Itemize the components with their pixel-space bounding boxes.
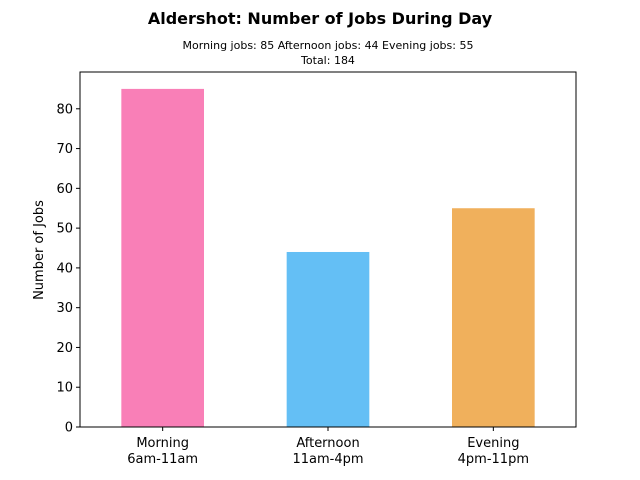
y-tick-label-70: 70 [56,142,73,157]
bar-1 [286,251,370,427]
x-tick-label-1-1: 11am-4pm [292,452,363,467]
x-tick-label-0-1: 6am-11am [127,452,198,467]
y-tick-label-20: 20 [56,341,73,356]
y-tick-label-80: 80 [56,102,73,117]
chart-title: Aldershot: Number of Jobs During Day [148,9,493,28]
bar-2 [452,208,535,427]
y-axis-label: Number of Jobs [32,200,47,300]
y-tick-label-40: 40 [56,261,73,276]
chart-subtitle-line1: Morning jobs: 85 Afternoon jobs: 44 Even… [183,39,474,52]
bar-0 [121,88,204,428]
chart-subtitle-line2: Total: 184 [300,54,355,67]
y-tick-label-30: 30 [56,301,73,316]
y-tick-label-50: 50 [56,222,73,237]
x-tick-label-0-0: Morning [136,436,189,451]
x-tick-label-2-1: 4pm-11pm [458,452,529,467]
y-tick-label-10: 10 [56,381,73,396]
y-tick-label-60: 60 [56,182,73,197]
x-tick-label-2-0: Evening [467,436,519,451]
x-tick-label-1-0: Afternoon [296,436,359,451]
y-tick-label-0: 0 [65,421,73,436]
